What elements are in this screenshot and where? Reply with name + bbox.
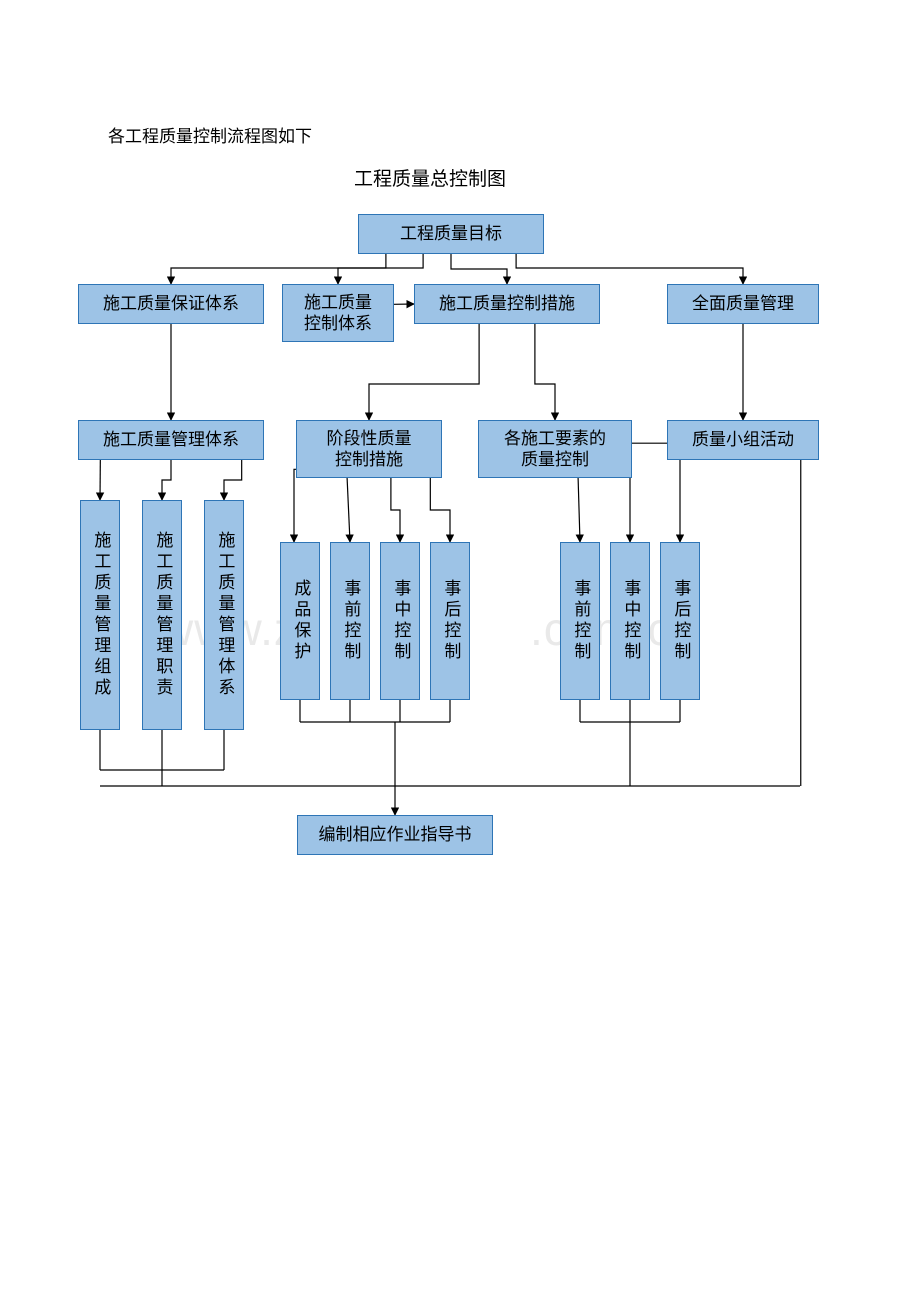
node-n12: 施工质量管理体系 — [204, 500, 244, 730]
node-n10: 施工质量管理组成 — [80, 500, 120, 730]
node-n19: 事后控制 — [660, 542, 700, 700]
node-n8: 各施工要素的 质量控制 — [478, 420, 632, 478]
intro-caption: 各工程质量控制流程图如下 — [108, 122, 312, 147]
node-n11: 施工质量管理职责 — [142, 500, 182, 730]
node-n20: 编制相应作业指导书 — [297, 815, 493, 855]
node-n3: 施工质量 控制体系 — [282, 284, 394, 342]
node-n5: 全面质量管理 — [667, 284, 819, 324]
node-n15: 事中控制 — [380, 542, 420, 700]
node-n4: 施工质量控制措施 — [414, 284, 600, 324]
node-n16: 事后控制 — [430, 542, 470, 700]
diagram-title: 工程质量总控制图 — [354, 164, 506, 191]
node-n7: 阶段性质量 控制措施 — [296, 420, 442, 478]
node-n9: 质量小组活动 — [667, 420, 819, 460]
node-n17: 事前控制 — [560, 542, 600, 700]
node-n1: 工程质量目标 — [358, 214, 544, 254]
node-n18: 事中控制 — [610, 542, 650, 700]
node-n13: 成品保护 — [280, 542, 320, 700]
node-n6: 施工质量管理体系 — [78, 420, 264, 460]
node-n2: 施工质量保证体系 — [78, 284, 264, 324]
node-n14: 事前控制 — [330, 542, 370, 700]
